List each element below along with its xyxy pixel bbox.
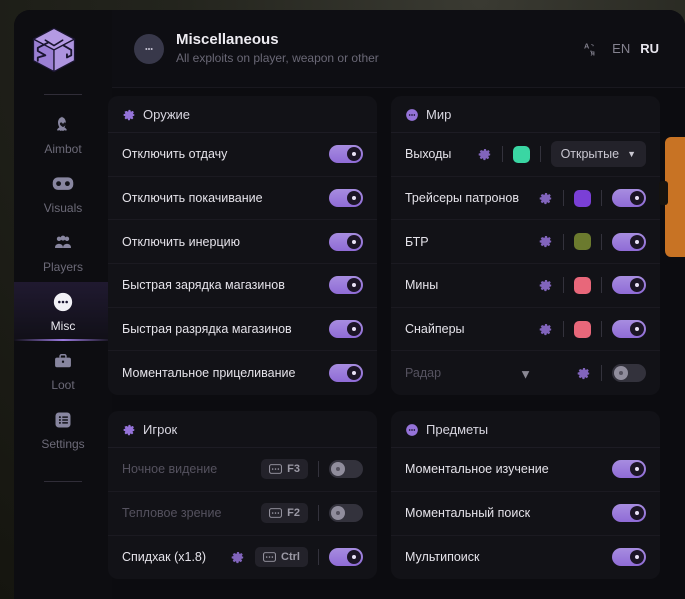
- svg-text:я: я: [591, 48, 595, 56]
- svg-text:A: A: [584, 41, 590, 50]
